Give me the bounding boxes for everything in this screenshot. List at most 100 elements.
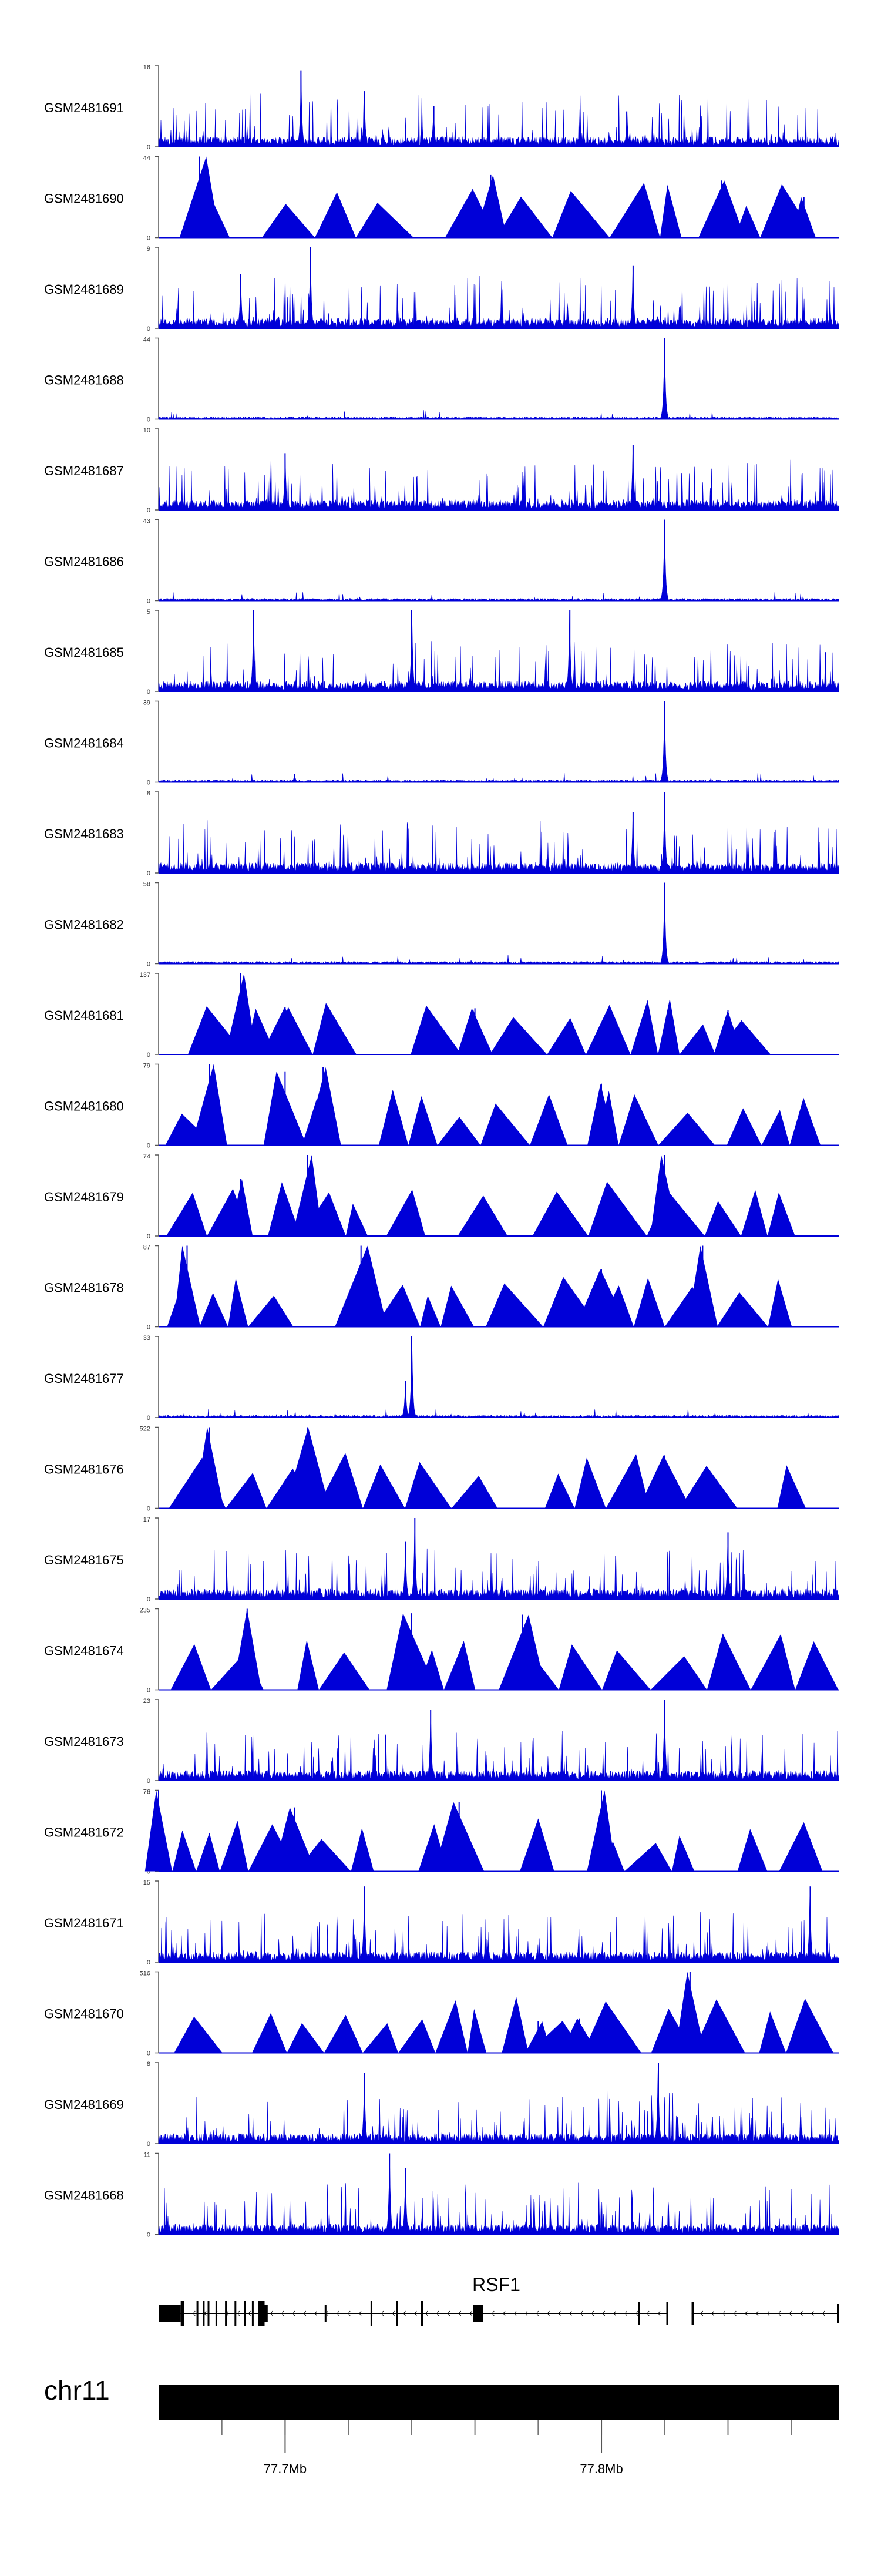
coverage-signal bbox=[158, 519, 839, 601]
track-GSM2481689: GSM2481689 9 0 bbox=[44, 246, 839, 333]
strand-arrow bbox=[558, 2310, 561, 2316]
track-label: GSM2481688 bbox=[44, 373, 124, 388]
gene-exon bbox=[396, 2301, 398, 2326]
strand-arrow bbox=[459, 2310, 462, 2316]
track-label: GSM2481685 bbox=[44, 645, 124, 660]
coverage-triangle bbox=[324, 2014, 363, 2053]
coverage-triangle bbox=[660, 184, 682, 238]
strand-arrow bbox=[381, 2310, 384, 2316]
track-label: GSM2481676 bbox=[44, 1462, 124, 1477]
y-tick-label-min: 0 bbox=[147, 1778, 150, 1785]
strand-arrow bbox=[536, 2310, 539, 2316]
coverage-triangle bbox=[443, 1641, 476, 1690]
coverage-signal bbox=[158, 2062, 839, 2144]
strand-arrow bbox=[580, 2310, 583, 2316]
strand-arrow bbox=[193, 2310, 196, 2316]
y-tick-label-min: 0 bbox=[147, 1415, 150, 1422]
strand-arrow bbox=[734, 2310, 737, 2316]
y-tick-label-max: 10 bbox=[143, 427, 150, 434]
y-tick-label-min: 0 bbox=[147, 961, 150, 968]
gene-exon bbox=[207, 2301, 210, 2326]
track-label: GSM2481677 bbox=[44, 1371, 124, 1386]
strand-arrow bbox=[658, 2310, 661, 2316]
y-tick-label-min: 0 bbox=[147, 1596, 150, 1603]
y-tick-label-max: 39 bbox=[143, 700, 150, 707]
gene-exon bbox=[215, 2301, 217, 2326]
coverage-triangle bbox=[312, 1003, 357, 1054]
strand-arrow bbox=[525, 2310, 528, 2316]
track-GSM2481678: GSM2481678 87 0 bbox=[44, 1244, 839, 1331]
coverage-triangle bbox=[458, 1195, 508, 1236]
strand-arrow bbox=[436, 2310, 439, 2316]
track-label: GSM2481690 bbox=[44, 192, 124, 206]
gene-exon bbox=[370, 2301, 372, 2326]
coverage-triangle bbox=[693, 1999, 745, 2053]
coverage-triangle bbox=[268, 1182, 301, 1236]
track-label: GSM2481674 bbox=[44, 1644, 124, 1658]
track-GSM2481682: GSM2481682 58 0 bbox=[44, 881, 839, 968]
coverage-triangle bbox=[408, 1096, 438, 1146]
y-tick-label-min: 0 bbox=[147, 507, 150, 514]
coverage-triangle bbox=[559, 1644, 603, 1690]
strand-arrow bbox=[822, 2310, 825, 2316]
coverage-triangle bbox=[451, 1476, 498, 1509]
y-tick-label-max: 522 bbox=[140, 1426, 150, 1433]
y-tick-label-max: 33 bbox=[143, 1335, 150, 1342]
coverage-triangle bbox=[761, 1110, 790, 1146]
coverage-triangle bbox=[671, 1835, 695, 1872]
y-tick-label-max: 76 bbox=[143, 1789, 150, 1796]
coverage-signal bbox=[158, 701, 839, 782]
y-tick-label-min: 0 bbox=[147, 1687, 150, 1694]
strand-arrow bbox=[492, 2310, 495, 2316]
gene-exon bbox=[666, 2302, 668, 2325]
coverage-triangle bbox=[586, 1005, 631, 1054]
track-label: GSM2481691 bbox=[44, 100, 124, 115]
coverage-signal bbox=[158, 70, 839, 147]
track-label: GSM2481686 bbox=[44, 555, 124, 569]
coverage-signal bbox=[158, 2153, 839, 2235]
coverage-triangle bbox=[634, 1278, 665, 1327]
coverage-triangle bbox=[751, 1634, 795, 1690]
strand-arrow bbox=[591, 2310, 594, 2316]
strand-arrow bbox=[811, 2310, 814, 2316]
coverage-triangle bbox=[544, 1473, 575, 1509]
chromosome-label: chr11 bbox=[44, 2375, 110, 2406]
coverage-triangle bbox=[520, 1818, 554, 1872]
track-label: GSM2481668 bbox=[44, 2188, 124, 2203]
track-GSM2481676: GSM2481676 522 0 bbox=[44, 1426, 839, 1513]
track-GSM2481670: GSM2481670 516 0 bbox=[44, 1970, 839, 2057]
track-GSM2481686: GSM2481686 43 0 bbox=[44, 518, 839, 605]
coverage-triangle bbox=[199, 1292, 228, 1327]
strand-arrow bbox=[425, 2310, 428, 2316]
track-GSM2481671: GSM2481671 15 0 bbox=[44, 1879, 839, 1966]
track-GSM2481684: GSM2481684 39 0 bbox=[44, 700, 839, 787]
coverage-triangle bbox=[480, 1103, 530, 1146]
strand-arrow bbox=[337, 2310, 339, 2316]
strand-arrow bbox=[778, 2310, 781, 2316]
y-tick-label-min: 0 bbox=[147, 1143, 150, 1150]
strand-arrow bbox=[789, 2310, 792, 2316]
track-label: GSM2481671 bbox=[44, 1916, 124, 1930]
track-GSM2481668: GSM2481668 11 0 bbox=[44, 2152, 839, 2239]
axis-tick-label: 77.8Mb bbox=[580, 2461, 623, 2476]
track-GSM2481687: GSM2481687 10 0 bbox=[44, 427, 839, 514]
track-label: GSM2481683 bbox=[44, 827, 124, 841]
y-tick-label-max: 87 bbox=[143, 1244, 150, 1251]
track-GSM2481683: GSM2481683 8 0 bbox=[44, 790, 839, 877]
gene-exon bbox=[244, 2301, 246, 2326]
y-tick-label-min: 0 bbox=[147, 144, 150, 151]
y-tick-label-max: 44 bbox=[143, 155, 150, 162]
y-tick-label-min: 0 bbox=[147, 235, 150, 242]
y-tick-label-max: 516 bbox=[140, 1970, 150, 1977]
coverage-triangle bbox=[759, 2011, 786, 2053]
coverage-signal bbox=[158, 1699, 839, 1781]
strand-arrow bbox=[248, 2310, 251, 2316]
strand-arrow bbox=[569, 2310, 572, 2316]
gene-exon bbox=[203, 2301, 205, 2326]
gene-exon bbox=[225, 2301, 227, 2326]
strand-arrow bbox=[469, 2310, 472, 2316]
gene-exon bbox=[324, 2305, 327, 2322]
chromosome-bar bbox=[159, 2385, 839, 2420]
